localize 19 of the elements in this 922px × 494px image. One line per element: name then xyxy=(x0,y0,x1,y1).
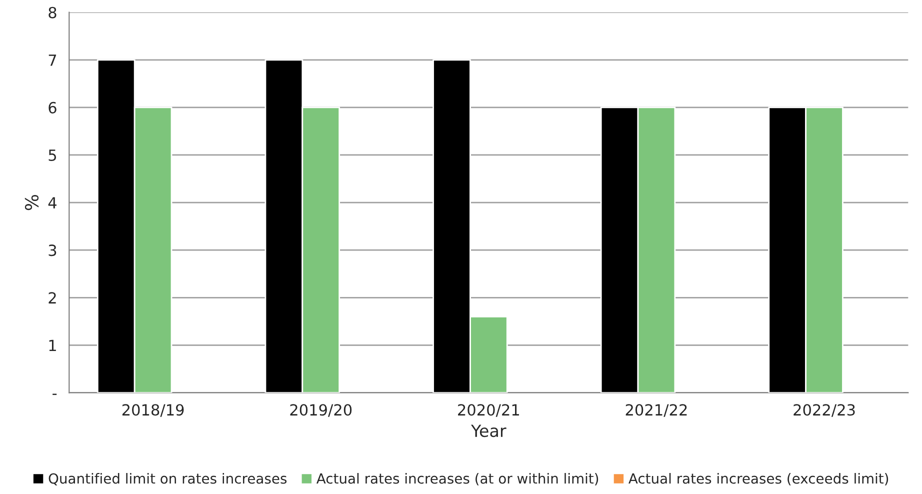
y-tick-label: - xyxy=(52,394,57,395)
legend-label: Actual rates increases (exceeds limit) xyxy=(628,473,888,486)
y-tick-label: 4 xyxy=(48,197,56,208)
legend-label: Actual rates increases (at or within limit) xyxy=(316,473,598,486)
x-tick-label: 2022/23 xyxy=(794,404,855,417)
y-tick-label: 5 xyxy=(48,150,56,162)
y-tick-label: 3 xyxy=(48,244,56,256)
x-tick-label: 2020/21 xyxy=(458,404,519,417)
y-tick-label: 6 xyxy=(48,102,56,114)
x-tick-label: 2018/19 xyxy=(122,404,184,417)
y-tick-label: 7 xyxy=(48,54,56,66)
x-axis-title: Year xyxy=(470,424,506,438)
x-tick-label: 2019/20 xyxy=(290,404,352,417)
legend-label: Quantified limit on rates increases xyxy=(48,473,287,486)
y-tick-label: 2 xyxy=(48,292,56,304)
y-tick-label: 8 xyxy=(48,6,56,18)
y-tick-label: 1 xyxy=(49,340,56,351)
x-tick-label: 2021/22 xyxy=(626,404,687,417)
y-axis-title: % xyxy=(24,194,39,210)
